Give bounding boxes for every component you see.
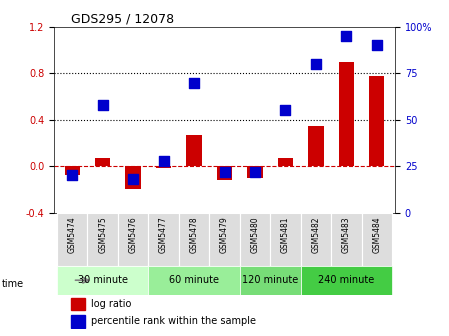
Text: GSM5483: GSM5483	[342, 216, 351, 253]
FancyBboxPatch shape	[118, 213, 148, 266]
FancyBboxPatch shape	[301, 213, 331, 266]
Text: GSM5479: GSM5479	[220, 216, 229, 253]
Point	[282, 108, 289, 113]
Text: GSM5484: GSM5484	[372, 216, 381, 253]
Point	[373, 43, 380, 48]
FancyBboxPatch shape	[179, 213, 209, 266]
Bar	[339, 62, 354, 166]
Bar	[156, 166, 171, 168]
Point	[190, 80, 198, 85]
Text: GSM5482: GSM5482	[312, 216, 321, 253]
FancyBboxPatch shape	[88, 213, 118, 266]
Bar	[71, 298, 84, 310]
FancyBboxPatch shape	[240, 213, 270, 266]
Point	[343, 34, 350, 39]
Text: GSM5475: GSM5475	[98, 216, 107, 253]
FancyBboxPatch shape	[57, 213, 88, 266]
Point	[160, 158, 167, 163]
Text: 120 minute: 120 minute	[242, 275, 298, 285]
FancyBboxPatch shape	[270, 213, 301, 266]
FancyBboxPatch shape	[148, 213, 179, 266]
Text: log ratio: log ratio	[92, 299, 132, 309]
FancyBboxPatch shape	[57, 266, 148, 295]
Text: GSM5476: GSM5476	[128, 216, 137, 253]
Text: GSM5474: GSM5474	[68, 216, 77, 253]
Bar	[308, 126, 324, 166]
Bar	[278, 158, 293, 166]
FancyBboxPatch shape	[331, 213, 361, 266]
Text: GSM5481: GSM5481	[281, 216, 290, 253]
FancyBboxPatch shape	[209, 213, 240, 266]
Text: 240 minute: 240 minute	[318, 275, 374, 285]
Text: time: time	[2, 279, 24, 289]
Point	[313, 61, 320, 67]
Bar	[217, 166, 232, 180]
Bar	[247, 166, 263, 178]
Text: GDS295 / 12078: GDS295 / 12078	[71, 13, 174, 26]
Bar	[125, 166, 141, 190]
Point	[129, 176, 136, 182]
Bar	[95, 158, 110, 166]
Point	[69, 173, 76, 178]
FancyBboxPatch shape	[361, 213, 392, 266]
Text: 60 minute: 60 minute	[169, 275, 219, 285]
Bar	[186, 135, 202, 166]
Point	[221, 169, 228, 174]
Bar	[71, 316, 84, 328]
Point	[251, 169, 259, 174]
Text: GSM5480: GSM5480	[251, 216, 260, 253]
Bar	[65, 166, 80, 175]
Text: GSM5477: GSM5477	[159, 216, 168, 253]
Text: percentile rank within the sample: percentile rank within the sample	[92, 317, 256, 326]
Point	[99, 102, 106, 108]
FancyBboxPatch shape	[148, 266, 240, 295]
Bar	[369, 76, 384, 166]
FancyBboxPatch shape	[240, 266, 301, 295]
Text: GSM5478: GSM5478	[189, 216, 198, 253]
FancyBboxPatch shape	[301, 266, 392, 295]
Text: 30 minute: 30 minute	[78, 275, 128, 285]
